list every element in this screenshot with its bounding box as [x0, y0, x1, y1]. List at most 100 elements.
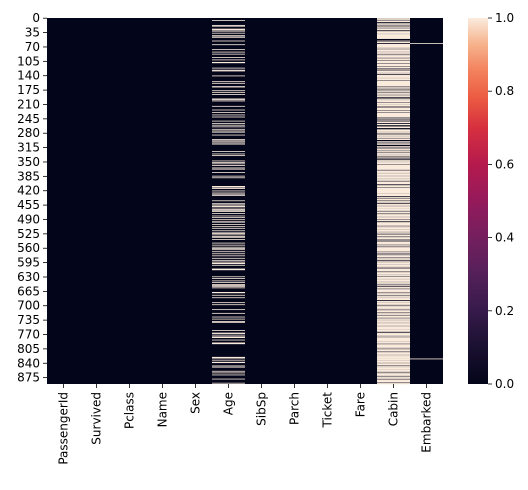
- heatmap-cell-cabin: [377, 289, 410, 290]
- heatmap-cell-age: [212, 59, 245, 61]
- heatmap-cell-cabin: [377, 363, 410, 366]
- heatmap-cell-cabin: [377, 258, 410, 260]
- heatmap-cell-age: [212, 318, 245, 320]
- y-tick-label: 315: [17, 141, 40, 155]
- heatmap-cell-cabin: [377, 352, 410, 355]
- heatmap-cell-age: [212, 217, 245, 219]
- heatmap-cell-age: [212, 282, 245, 283]
- heatmap-cell-cabin: [377, 52, 410, 54]
- heatmap-cell-cabin: [377, 331, 410, 332]
- heatmap-cell-age: [212, 294, 245, 296]
- heatmap-cell-cabin: [377, 181, 410, 185]
- heatmap-cell-age: [212, 114, 245, 116]
- heatmap-cell-cabin: [377, 302, 410, 305]
- heatmap-cell-age: [212, 187, 245, 189]
- heatmap-column-sex: [179, 18, 212, 384]
- heatmap-cell-cabin: [377, 151, 410, 153]
- heatmap-cell-cabin: [377, 53, 410, 55]
- heatmap-cell-age: [212, 162, 245, 163]
- heatmap-cell-age: [212, 302, 245, 304]
- heatmap-cell-cabin: [377, 100, 410, 103]
- heatmap-cell-age: [212, 286, 245, 288]
- heatmap-cell-age: [212, 232, 245, 234]
- heatmap-cell-cabin: [377, 247, 410, 249]
- heatmap-column-survived: [80, 18, 113, 384]
- heatmap-cell-cabin: [377, 350, 410, 352]
- heatmap-cell-cabin: [377, 193, 410, 197]
- heatmap-cell-age: [212, 276, 245, 278]
- heatmap-cell-cabin: [377, 277, 410, 279]
- heatmap-cell-cabin: [377, 339, 410, 342]
- heatmap-cell-cabin: [377, 371, 410, 373]
- heatmap-cell-cabin: [377, 211, 410, 213]
- heatmap-cell-age: [212, 35, 245, 37]
- heatmap-cell-age: [212, 219, 245, 221]
- heatmap-cell-cabin: [377, 169, 410, 170]
- heatmap-cell-age: [212, 284, 245, 285]
- y-tick-label: 175: [17, 83, 40, 97]
- heatmap-cell-cabin: [377, 225, 410, 226]
- heatmap-cell-cabin: [377, 92, 410, 94]
- heatmap-cell-cabin: [377, 63, 410, 67]
- heatmap-cell-cabin: [377, 234, 410, 237]
- heatmap-cell-cabin: [377, 255, 410, 256]
- heatmap-cell-age: [212, 57, 245, 58]
- heatmap-cell-age: [212, 253, 245, 255]
- colorbar-tick-label: 0.8: [495, 84, 514, 98]
- heatmap-cell-age: [212, 215, 245, 217]
- heatmap-cell-age: [212, 285, 245, 286]
- heatmap-cell-age: [212, 51, 245, 53]
- heatmap-cell-cabin: [377, 347, 410, 349]
- heatmap-cell-cabin: [377, 318, 410, 320]
- y-tick-label: 245: [17, 112, 40, 126]
- heatmap-cell-cabin: [377, 180, 410, 182]
- y-tick-label: 455: [17, 198, 40, 212]
- heatmap-cell-cabin: [377, 149, 410, 150]
- heatmap-cell-age: [212, 287, 245, 289]
- colorbar-tick-label: 1.0: [495, 11, 514, 25]
- heatmap-cell-age: [212, 67, 245, 69]
- heatmap-cell-age: [212, 105, 245, 107]
- heatmap-cell-cabin: [377, 226, 410, 228]
- heatmap-cell-age: [212, 316, 245, 318]
- heatmap-cell-age: [212, 356, 245, 358]
- heatmap-cell-cabin: [377, 245, 410, 246]
- x-tick-label: Ticket: [321, 392, 335, 429]
- heatmap-cell-cabin: [377, 306, 410, 309]
- heatmap-cell-cabin: [377, 59, 410, 61]
- heatmap-cell-cabin: [377, 332, 410, 334]
- heatmap-cell-cabin: [377, 241, 410, 244]
- heatmap-cell-age: [212, 153, 245, 155]
- heatmap-cell-age: [212, 30, 245, 32]
- heatmap-cell-cabin: [377, 360, 410, 363]
- heatmap-cell-age: [212, 123, 245, 124]
- heatmap-cell-age: [212, 251, 245, 253]
- heatmap-cell-cabin: [377, 250, 410, 252]
- y-tick-label: 105: [17, 54, 40, 68]
- heatmap-cell-age: [212, 204, 245, 206]
- heatmap-column-fare: [344, 18, 377, 384]
- heatmap-cell-age: [212, 167, 245, 169]
- heatmap-cell-age: [212, 124, 245, 126]
- heatmap-cell-cabin: [377, 295, 410, 297]
- heatmap-cell-cabin: [377, 187, 410, 189]
- heatmap-cell-cabin: [377, 344, 410, 346]
- heatmap-cell-age: [212, 213, 245, 214]
- heatmap-cell-cabin: [377, 75, 410, 77]
- heatmap-cell-cabin: [377, 214, 410, 217]
- heatmap-column-passengerid: [47, 18, 80, 384]
- heatmap-cell-cabin: [377, 383, 410, 385]
- heatmap-cell-cabin: [377, 264, 410, 267]
- heatmap-cell-embarked: [410, 43, 443, 44]
- colorbar: [468, 18, 488, 384]
- y-tick-label: 350: [17, 155, 40, 169]
- heatmap-cell-cabin: [377, 325, 410, 327]
- heatmap-cell-age: [212, 165, 245, 166]
- heatmap-cell-cabin: [377, 162, 410, 165]
- heatmap-cell-cabin: [377, 257, 410, 259]
- heatmap-cell-cabin: [377, 200, 410, 202]
- heatmap-cell-cabin: [377, 298, 410, 301]
- x-tick-label: Age: [222, 392, 236, 415]
- y-tick-label: 490: [17, 212, 40, 226]
- heatmap-cell-age: [212, 221, 245, 223]
